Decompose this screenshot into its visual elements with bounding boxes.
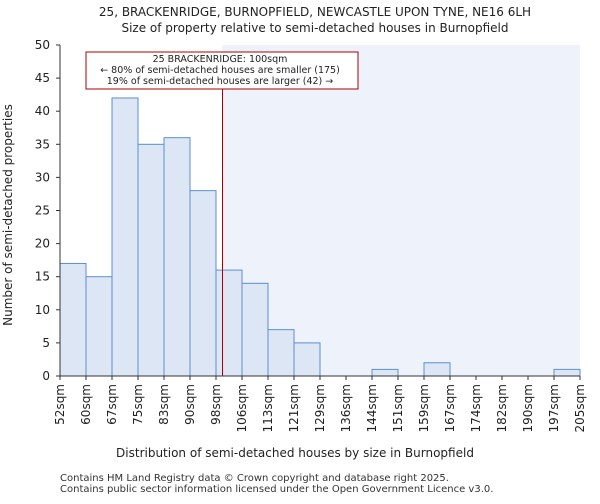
x-tick-label: 205sqm: [573, 384, 587, 432]
larger-than-property-region: [222, 45, 580, 376]
x-tick-label: 90sqm: [183, 384, 197, 425]
x-tick-label: 113sqm: [261, 384, 275, 432]
x-tick-label: 83sqm: [157, 384, 171, 425]
x-tick-label: 98sqm: [209, 384, 223, 425]
annotation-line2: ← 80% of semi-detached houses are smalle…: [100, 65, 340, 76]
bar-98sqm: [215, 269, 243, 377]
bar-75sqm: [137, 143, 165, 377]
bar-60sqm: [85, 276, 113, 377]
y-tick-label: 20: [35, 237, 50, 251]
bar-159sqm: [423, 362, 451, 377]
y-tick-label: 10: [35, 303, 50, 317]
x-tick-label: 121sqm: [287, 384, 301, 432]
annotation-line1: 25 BRACKENRIDGE: 100sqm: [153, 54, 288, 65]
x-tick-label: 174sqm: [469, 384, 483, 432]
chart-title-line2: Size of property relative to semi-detach…: [121, 21, 508, 35]
bar-83sqm: [163, 137, 191, 377]
y-tick-label: 40: [35, 104, 50, 118]
x-tick-label: 75sqm: [131, 384, 145, 425]
x-tick-label: 106sqm: [235, 384, 249, 432]
y-tick-label: 15: [35, 270, 50, 284]
bar-144sqm: [371, 368, 399, 377]
annotation-line3: 19% of semi-detached houses are larger (…: [107, 76, 334, 87]
x-tick-label: 190sqm: [521, 384, 535, 432]
y-axis-label: Number of semi-detached properties: [1, 104, 15, 326]
x-tick-label: 136sqm: [339, 384, 353, 432]
bar-121sqm: [293, 342, 321, 377]
x-tick-label: 182sqm: [495, 384, 509, 432]
y-tick-label: 25: [35, 204, 50, 218]
x-tick-label: 151sqm: [391, 384, 405, 432]
y-tick-label: 45: [35, 71, 50, 85]
y-tick-label: 0: [42, 369, 50, 383]
x-axis-ticks: 52sqm 60sqm 67sqm 75sqm 83sqm 90sqm 98sqm 106sq…: [53, 376, 587, 432]
bar-197sqm: [553, 368, 581, 377]
bar-67sqm: [111, 97, 139, 377]
y-tick-label: 50: [35, 38, 50, 52]
bar-113sqm: [267, 329, 295, 377]
x-tick-label: 129sqm: [313, 384, 327, 432]
chart-title-line1: 25, BRACKENRIDGE, BURNOPFIELD, NEWCASTLE…: [99, 5, 531, 19]
annotation-box: [85, 51, 359, 90]
bar-52sqm: [59, 262, 87, 377]
x-tick-label: 167sqm: [443, 384, 457, 432]
x-tick-label: 52sqm: [53, 384, 67, 425]
x-tick-label: 159sqm: [417, 384, 431, 432]
bar-106sqm: [241, 282, 269, 377]
footer-line2: Contains public sector information licen…: [60, 484, 494, 495]
x-axis-label: Distribution of semi-detached houses by …: [116, 446, 474, 460]
x-tick-label: 197sqm: [547, 384, 561, 432]
y-axis-ticks: 0 5 10 15 20 25 30 35 40 45 50: [35, 38, 60, 383]
y-tick-label: 35: [35, 137, 50, 151]
bar-90sqm: [189, 190, 217, 377]
y-tick-label: 5: [42, 336, 50, 350]
bars: [59, 97, 581, 377]
x-tick-label: 144sqm: [365, 384, 379, 432]
y-tick-label: 30: [35, 170, 50, 184]
x-tick-label: 60sqm: [79, 384, 93, 425]
footer-line1: Contains HM Land Registry data © Crown c…: [60, 473, 449, 484]
x-tick-label: 67sqm: [105, 384, 119, 425]
